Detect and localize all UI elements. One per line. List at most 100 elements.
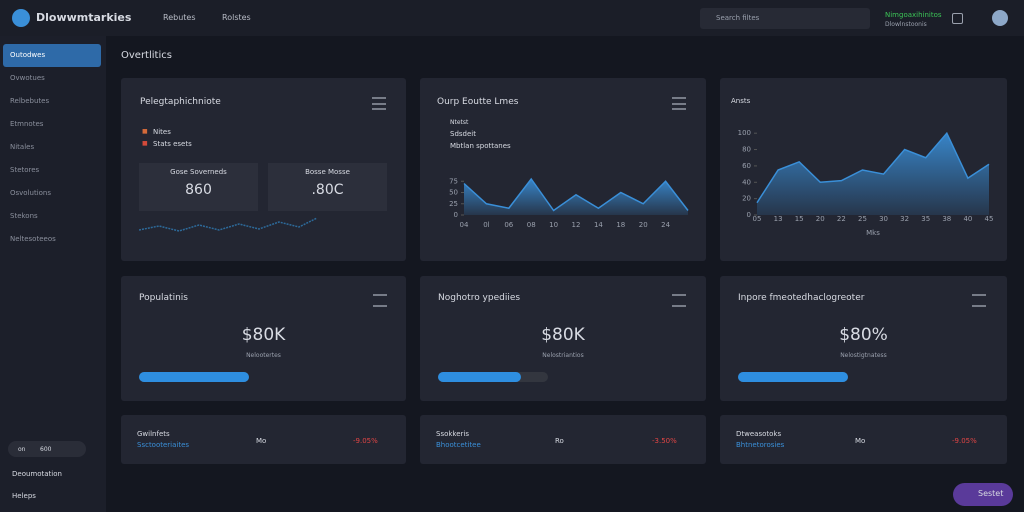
x-tick-label: 15 xyxy=(795,215,804,223)
line xyxy=(463,177,689,212)
legend-dot: ■ xyxy=(142,140,148,147)
y-tick-label: 100 xyxy=(738,129,751,137)
sidebar-item[interactable]: Nitales xyxy=(10,143,35,151)
legend-label: Stats esets xyxy=(153,140,192,148)
kpi-value: $80K xyxy=(241,325,286,345)
row-mid: Mo xyxy=(256,437,267,445)
stat-box xyxy=(268,163,387,211)
sidebar-footer[interactable]: Heleps xyxy=(12,492,36,500)
x-tick-label: 05 xyxy=(753,215,762,223)
menu-icon[interactable] xyxy=(672,294,686,307)
row-title: Dtweasotoks xyxy=(736,430,782,438)
y-tick-label: 60 xyxy=(742,162,751,170)
x-tick-label: 40 xyxy=(963,215,972,223)
x-tick-label: 45 xyxy=(985,215,994,223)
toggle-label: 600 xyxy=(40,446,52,453)
legend-label: Nites xyxy=(153,128,171,136)
status-sub: Dlowlnstoonis xyxy=(885,21,927,28)
x-tick-label: 18 xyxy=(616,221,625,229)
y-tick-label: 50 xyxy=(449,189,458,197)
row-sub: Ssctooteriaites xyxy=(137,441,190,449)
x-tick-label: 13 xyxy=(774,215,783,223)
x-tick-label: 20 xyxy=(816,215,825,223)
chart-card xyxy=(420,78,706,261)
menu-icon[interactable] xyxy=(972,294,986,307)
row-card xyxy=(121,415,406,464)
nav-item[interactable]: Rolstes xyxy=(222,13,251,22)
toggle[interactable] xyxy=(8,441,86,457)
row-mid: Mo xyxy=(855,437,866,445)
y-tick-label: 80 xyxy=(742,146,751,154)
stat-label: Bosse Mosse xyxy=(305,168,350,176)
row-change: -9.05% xyxy=(353,437,378,445)
y-tick-label: 20 xyxy=(742,195,751,203)
legend-label: Ntetst xyxy=(450,119,469,126)
kpi-note: Nelostigtnatess xyxy=(840,352,887,359)
kpi-title: Inpore fmeotedhaclogreoter xyxy=(738,293,865,303)
x-tick-label: 10 xyxy=(549,221,558,229)
sparkline xyxy=(139,217,318,232)
sidebar-item[interactable]: Neltesoteeos xyxy=(10,235,56,243)
progress-bar xyxy=(438,372,521,382)
area-chart: 0 20 40 60 80 100 05 13 15 20 22 25 30 32 35 38 40 45 Mks xyxy=(738,129,994,237)
menu-icon[interactable] xyxy=(372,97,386,110)
logo[interactable] xyxy=(12,9,30,27)
y-tick-label: 40 xyxy=(742,178,751,186)
sidebar-item[interactable]: Relbebutes xyxy=(10,97,50,105)
kpi-note: Nelootertes xyxy=(246,352,281,359)
card-title: Pelegtaphichniote xyxy=(140,97,221,107)
row-title: Gwilnfets xyxy=(137,430,170,438)
x-tick-label: 25 xyxy=(858,215,867,223)
x-tick-label: 22 xyxy=(837,215,846,223)
stat-value: 860 xyxy=(185,182,212,198)
x-tick-label: 38 xyxy=(942,215,951,223)
progress-bar xyxy=(738,372,848,382)
status-text: Nimgoaxihinitos xyxy=(885,11,942,19)
page-title: Overtlitics xyxy=(121,50,172,61)
sidebar-item[interactable]: Etmnotes xyxy=(10,120,44,128)
sidebar-item[interactable]: Stetores xyxy=(10,166,40,174)
brand: Dlowwmtarkies xyxy=(36,11,132,24)
menu-icon[interactable] xyxy=(373,294,387,307)
x-tick-label: 35 xyxy=(921,215,930,223)
menu-icon[interactable] xyxy=(672,97,686,110)
kpi-note: Nelostriantios xyxy=(542,352,584,359)
sidebar-footer[interactable]: Deoumotation xyxy=(12,470,62,478)
kpi-title: Noghotro ypediies xyxy=(438,293,521,303)
row-change: -9.05% xyxy=(952,437,977,445)
stat-value: .80C xyxy=(311,182,344,198)
y-tick-label: 25 xyxy=(449,200,458,208)
row-mid: Ro xyxy=(555,437,564,445)
stat-label: Gose Soverneds xyxy=(170,168,227,176)
line xyxy=(756,131,990,204)
progress-bar xyxy=(139,372,249,382)
x-tick-label: 04 xyxy=(460,221,469,229)
sidebar xyxy=(0,36,106,512)
stat-box xyxy=(139,163,258,211)
area xyxy=(464,179,688,215)
chat-button[interactable] xyxy=(953,483,1013,506)
icon[interactable] xyxy=(952,13,963,24)
sidebar-item[interactable]: Outodwes xyxy=(10,51,46,59)
nav-item[interactable]: Rebutes xyxy=(163,13,196,22)
card-title: Ourp Eoutte Lmes xyxy=(437,97,519,107)
sidebar-active[interactable] xyxy=(3,44,101,67)
search-box[interactable] xyxy=(700,8,870,29)
sidebar-item[interactable]: Ovwotues xyxy=(10,74,45,82)
y-tick-label: 0 xyxy=(747,211,751,219)
avatar[interactable] xyxy=(992,10,1008,26)
chat-label: Sestet xyxy=(978,489,1004,498)
x-tick-label: 30 xyxy=(879,215,888,223)
x-tick-label: 06 xyxy=(504,221,513,229)
sparkline-path xyxy=(139,217,318,232)
header xyxy=(0,0,1024,36)
legend-label: Mbtlan spottanes xyxy=(450,142,511,150)
area xyxy=(757,133,989,215)
row-title: Ssokkeris xyxy=(436,430,470,438)
kpi-value: $80% xyxy=(839,325,888,345)
y-tick-label: 75 xyxy=(449,177,458,185)
row-sub: Bhtnetorosies xyxy=(736,441,785,449)
sidebar-item[interactable]: Osvolutions xyxy=(10,189,52,197)
sidebar-item[interactable]: Stekons xyxy=(10,212,38,220)
